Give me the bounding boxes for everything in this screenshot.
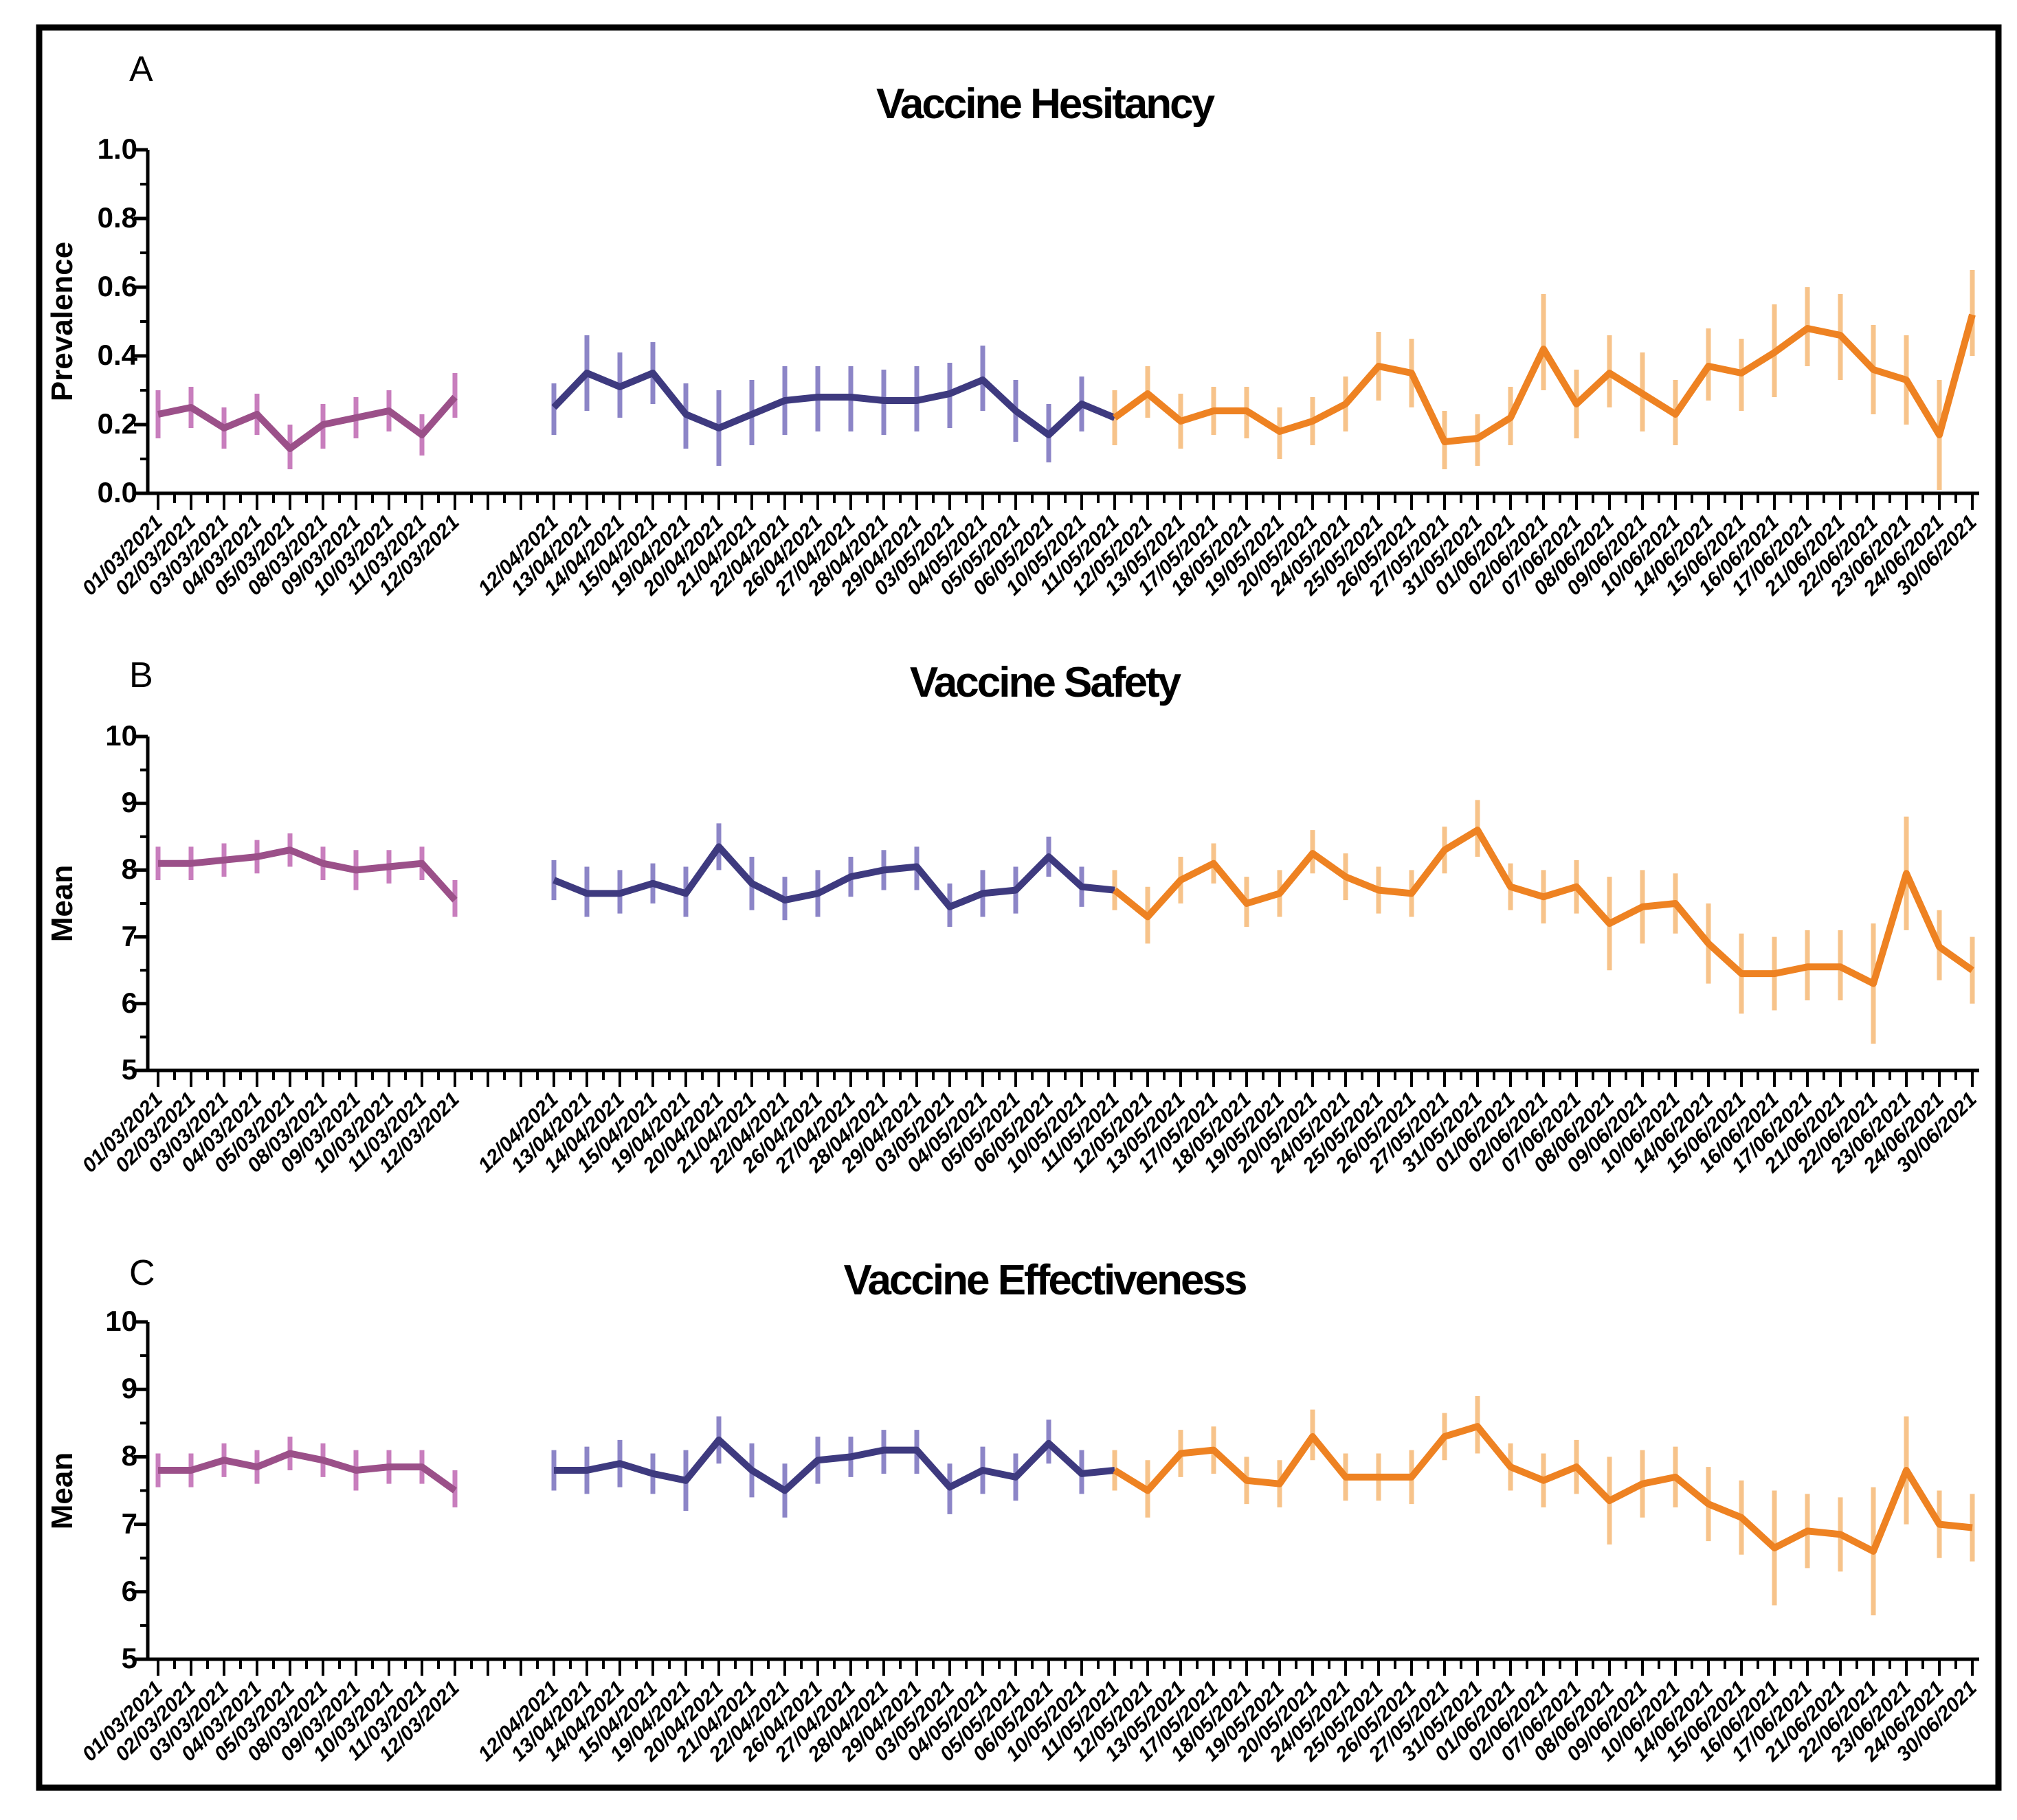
mean-line-april [553, 843, 1115, 910]
panel-a-title: Vaccine Hesitancy [876, 80, 1216, 128]
panel-c: C Vaccine Effectiveness Mean 10 9 8 7 6 … [45, 1253, 1981, 1766]
y-tick-label: 10 [105, 1305, 137, 1337]
y-tick-label: 8 [122, 853, 137, 885]
mean-line-april [554, 1436, 1115, 1494]
y-tick-label: 0.8 [98, 201, 137, 234]
mean-line-may-june [1112, 827, 1974, 987]
panel-a-letter: A [129, 49, 153, 89]
panel-a: A Vaccine Hesitancy Prevalence 1.0 0.8 0… [45, 49, 1981, 600]
panel-b-letter: B [129, 655, 153, 695]
panel-c-plot-area: 01/03/202102/03/202103/03/202104/03/2021… [78, 1320, 1981, 1766]
y-tick-label: 0.0 [98, 476, 137, 508]
y-tick-label: 5 [122, 1642, 137, 1674]
y-tick-label: 7 [122, 1507, 137, 1540]
y-tick-label: 6 [122, 1575, 137, 1607]
panel-c-y-axis-title: Mean [45, 1452, 79, 1529]
panel-c-y-tick-labels: 10 9 8 7 6 5 [105, 1305, 137, 1674]
mean-line-april [551, 370, 1116, 438]
y-tick-label: 1.0 [98, 133, 137, 165]
mean-line-may-june [1113, 1423, 1973, 1555]
y-tick-label: 9 [122, 786, 137, 818]
y-tick-label: 5 [122, 1053, 137, 1086]
mean-line-may-june [1113, 313, 1976, 445]
panel-a-y-tick-labels: 1.0 0.8 0.6 0.4 0.2 0.0 [98, 133, 138, 508]
panel-b-y-axis-title: Mean [45, 865, 79, 942]
panel-a-y-axis-title: Prevalence [45, 242, 79, 401]
panel-c-title: Vaccine Effectiveness [844, 1257, 1246, 1304]
y-tick-label: 8 [122, 1439, 137, 1472]
mean-line-march [157, 394, 458, 452]
y-tick-label: 9 [122, 1372, 137, 1404]
panel-c-letter: C [129, 1253, 155, 1293]
y-tick-label: 0.2 [98, 407, 137, 440]
y-tick-label: 0.4 [98, 339, 138, 371]
panel-a-plot-area: 01/03/202102/03/202103/03/202104/03/2021… [78, 148, 1981, 600]
y-tick-label: 7 [122, 920, 137, 952]
y-tick-label: 10 [105, 719, 137, 752]
y-tick-label: 0.6 [98, 270, 137, 302]
y-tick-label: 6 [122, 987, 137, 1019]
panel-b-y-tick-labels: 10 9 8 7 6 5 [105, 719, 137, 1086]
figure-frame [36, 24, 2002, 1791]
panel-b-title: Vaccine Safety [910, 659, 1182, 706]
mean-line-march [158, 1450, 457, 1494]
mean-line-march [158, 846, 458, 903]
